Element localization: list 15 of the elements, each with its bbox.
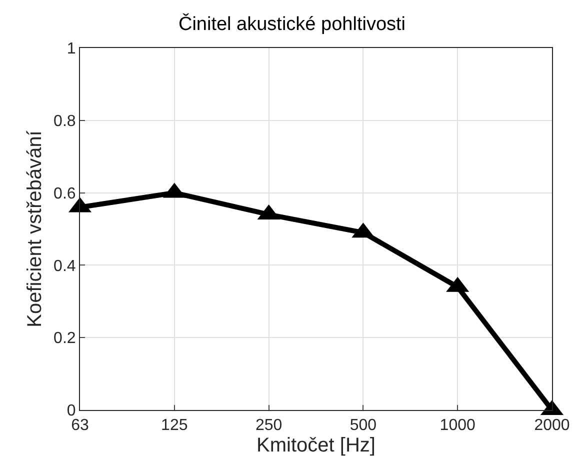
y-tick-label: 1: [66, 40, 76, 58]
x-tick-label: 63: [71, 417, 89, 434]
x-tick-label: 250: [255, 417, 282, 434]
x-tick-label: 125: [161, 417, 188, 434]
y-tick-label: 0: [66, 402, 76, 420]
x-axis-title: Kmitočet [Hz]: [256, 434, 376, 457]
x-tick-label: 500: [350, 417, 377, 434]
y-tick-label: 0.4: [54, 258, 76, 275]
x-tick-label: 2000: [534, 417, 570, 434]
y-axis-title: Koeficient vstřebávání: [24, 130, 46, 328]
y-tick-label: 0.2: [54, 330, 76, 348]
chart-title: Činitel akustické pohltivosti: [178, 13, 406, 35]
y-tick-label: 0.8: [54, 113, 76, 130]
x-tick-label: 1000: [440, 417, 476, 434]
y-tick-label: 0.6: [54, 185, 76, 202]
